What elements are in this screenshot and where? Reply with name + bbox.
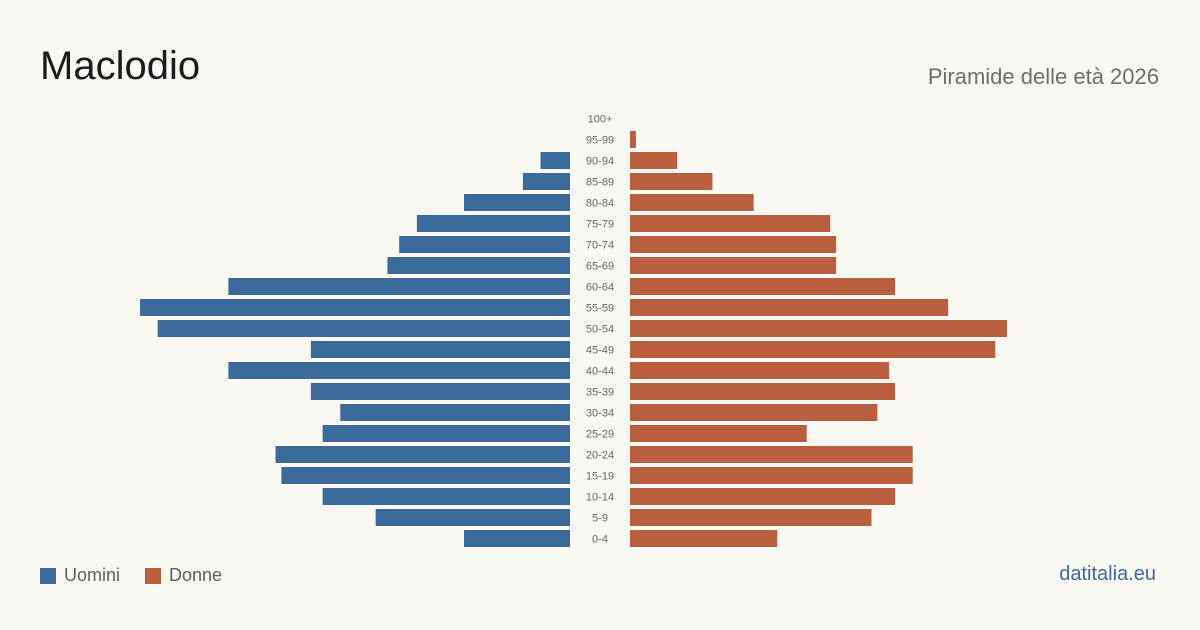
legend-item-women: Donne	[145, 565, 222, 586]
bar-men-65-69	[387, 257, 570, 274]
women-bars-group	[630, 131, 1007, 547]
bar-women-35-39	[630, 383, 896, 400]
bar-men-50-54	[157, 320, 570, 337]
age-label-35-39: 35-39	[586, 387, 614, 399]
legend-swatch-women	[145, 567, 162, 584]
legend-item-men: Uomini	[40, 565, 120, 586]
bar-women-10-14	[630, 488, 896, 505]
source-link[interactable]: datitalia.eu	[1059, 563, 1156, 585]
legend-label-men: Uomini	[64, 565, 121, 585]
age-label-85-89: 85-89	[586, 177, 614, 189]
bar-men-20-24	[275, 446, 570, 463]
bar-women-80-84	[630, 194, 754, 211]
bar-women-60-64	[630, 278, 896, 295]
age-label-10-14: 10-14	[586, 492, 614, 504]
bar-men-60-64	[228, 278, 570, 295]
chart-title: Maclodio	[40, 44, 201, 88]
chart-subtitle: Piramide delle età 2026	[927, 64, 1159, 89]
men-bars-group	[140, 152, 570, 547]
bar-men-55-59	[140, 299, 570, 316]
bar-men-80-84	[463, 194, 570, 211]
bar-women-75-79	[630, 215, 831, 232]
age-label-0-4: 0-4	[592, 534, 608, 546]
age-label-75-79: 75-79	[586, 219, 614, 231]
bar-men-25-29	[322, 425, 570, 442]
age-label-45-49: 45-49	[586, 345, 614, 357]
bar-women-90-94	[630, 152, 678, 169]
age-label-60-64: 60-64	[586, 282, 614, 294]
bar-men-0-4	[463, 530, 570, 547]
bar-women-50-54	[630, 320, 1007, 337]
bar-women-5-9	[630, 509, 872, 526]
bar-men-85-89	[522, 173, 570, 190]
age-label-80-84: 80-84	[586, 198, 614, 210]
age-label-70-74: 70-74	[586, 240, 614, 252]
legend-label-women: Donne	[169, 565, 223, 585]
bar-men-10-14	[322, 488, 570, 505]
age-label-55-59: 55-59	[586, 303, 614, 315]
age-label-90-94: 90-94	[586, 156, 614, 168]
age-label-5-9: 5-9	[592, 513, 608, 525]
bar-women-45-49	[630, 341, 996, 358]
bar-men-5-9	[375, 509, 570, 526]
bar-women-95-99	[630, 131, 636, 148]
bar-women-65-69	[630, 257, 837, 274]
bar-women-70-74	[630, 236, 837, 253]
age-label-40-44: 40-44	[586, 366, 614, 378]
bar-women-15-19	[630, 467, 913, 484]
age-label-30-34: 30-34	[586, 408, 614, 420]
bar-men-70-74	[399, 236, 570, 253]
bar-women-20-24	[630, 446, 913, 463]
bar-men-45-49	[310, 341, 570, 358]
bar-women-55-59	[630, 299, 949, 316]
bar-men-40-44	[228, 362, 570, 379]
age-label-95-99: 95-99	[586, 135, 614, 147]
bar-men-90-94	[540, 152, 570, 169]
bar-women-85-89	[630, 173, 713, 190]
age-labels-group: 100+ 95-99 90-94 85-89 80-84 75-79 70-74 65-69 6…	[586, 114, 614, 546]
bar-women-30-34	[630, 404, 878, 421]
bar-men-15-19	[281, 467, 570, 484]
age-label-100+: 100+	[588, 114, 613, 126]
bar-men-30-34	[340, 404, 570, 421]
bar-women-0-4	[630, 530, 778, 547]
bar-women-40-44	[630, 362, 890, 379]
legend: Uomini Donne	[40, 565, 247, 586]
bar-women-25-29	[630, 425, 807, 442]
age-label-50-54: 50-54	[586, 324, 614, 336]
age-label-25-29: 25-29	[586, 429, 614, 441]
age-label-65-69: 65-69	[586, 261, 614, 273]
legend-swatch-men	[40, 567, 56, 584]
age-label-20-24: 20-24	[586, 450, 614, 462]
bar-men-35-39	[310, 383, 570, 400]
bar-men-75-79	[416, 215, 570, 232]
age-label-15-19: 15-19	[586, 471, 614, 483]
